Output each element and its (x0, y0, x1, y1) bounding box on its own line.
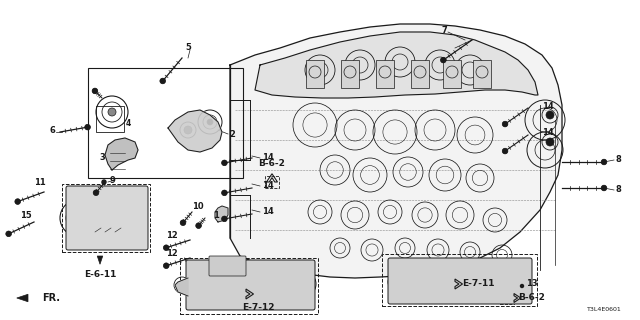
Circle shape (196, 223, 201, 228)
FancyBboxPatch shape (209, 256, 246, 276)
Circle shape (546, 138, 554, 146)
Text: 9: 9 (109, 175, 115, 185)
Text: 14: 14 (262, 181, 274, 190)
Circle shape (602, 186, 606, 190)
Circle shape (164, 245, 168, 250)
Text: 6: 6 (49, 125, 55, 134)
Circle shape (129, 215, 135, 221)
Circle shape (520, 284, 524, 287)
Circle shape (602, 160, 606, 164)
Polygon shape (230, 24, 562, 278)
Circle shape (102, 180, 106, 184)
Text: 14: 14 (262, 207, 274, 217)
Text: 14: 14 (542, 127, 554, 137)
Bar (180, 258, 318, 314)
Circle shape (207, 119, 213, 125)
Text: B-6-2: B-6-2 (259, 159, 285, 168)
Circle shape (178, 281, 186, 289)
Circle shape (222, 217, 227, 221)
FancyBboxPatch shape (66, 186, 148, 250)
FancyBboxPatch shape (388, 258, 532, 304)
Circle shape (503, 149, 508, 153)
Bar (88, 68, 243, 178)
Circle shape (441, 58, 445, 62)
Circle shape (73, 213, 83, 223)
Circle shape (546, 111, 554, 119)
Circle shape (222, 161, 227, 165)
Text: 15: 15 (20, 211, 32, 220)
Polygon shape (255, 32, 538, 98)
Bar (443, 60, 461, 88)
FancyBboxPatch shape (186, 260, 315, 310)
Text: FR.: FR. (42, 293, 60, 303)
Bar (62, 184, 150, 252)
Circle shape (108, 108, 116, 116)
Text: 4: 4 (126, 118, 131, 127)
Polygon shape (17, 294, 28, 302)
Bar (376, 60, 394, 88)
Circle shape (393, 277, 403, 287)
Text: E-7-12: E-7-12 (242, 303, 275, 312)
Circle shape (161, 79, 165, 83)
Circle shape (94, 190, 98, 195)
Text: 14: 14 (262, 154, 274, 163)
Text: B-6-2: B-6-2 (518, 293, 545, 302)
Circle shape (503, 122, 508, 126)
Text: 11: 11 (34, 178, 46, 187)
Text: 12: 12 (166, 230, 178, 239)
Bar (341, 60, 359, 88)
Text: 13: 13 (526, 279, 538, 289)
Text: 8: 8 (615, 156, 621, 164)
Bar (306, 60, 324, 88)
Text: 3: 3 (99, 154, 105, 163)
Circle shape (519, 283, 525, 289)
Bar (411, 60, 429, 88)
Polygon shape (168, 110, 222, 152)
Bar (382, 254, 537, 306)
Text: 10: 10 (192, 202, 204, 211)
Text: 8: 8 (615, 186, 621, 195)
Text: 7: 7 (441, 26, 447, 35)
Circle shape (299, 281, 305, 287)
Circle shape (93, 89, 97, 93)
Polygon shape (105, 138, 138, 170)
Bar (265, 176, 279, 188)
Polygon shape (175, 278, 188, 296)
Circle shape (184, 126, 192, 134)
Polygon shape (97, 256, 103, 264)
Circle shape (15, 199, 20, 204)
Text: T3L4E0601: T3L4E0601 (588, 307, 622, 312)
Circle shape (164, 264, 168, 268)
Text: 2: 2 (229, 130, 235, 139)
Circle shape (181, 220, 185, 225)
Circle shape (222, 191, 227, 195)
Text: 1: 1 (213, 211, 219, 220)
Circle shape (6, 232, 11, 236)
Text: 14: 14 (542, 101, 554, 110)
Polygon shape (215, 206, 228, 222)
Text: 5: 5 (185, 44, 191, 52)
Bar (96, 106, 124, 132)
Bar (473, 60, 491, 88)
Text: E-7-11: E-7-11 (462, 279, 495, 289)
Text: E-6-11: E-6-11 (84, 270, 116, 279)
Text: 12: 12 (166, 249, 178, 258)
Circle shape (85, 125, 90, 129)
Bar (500, 291, 514, 304)
